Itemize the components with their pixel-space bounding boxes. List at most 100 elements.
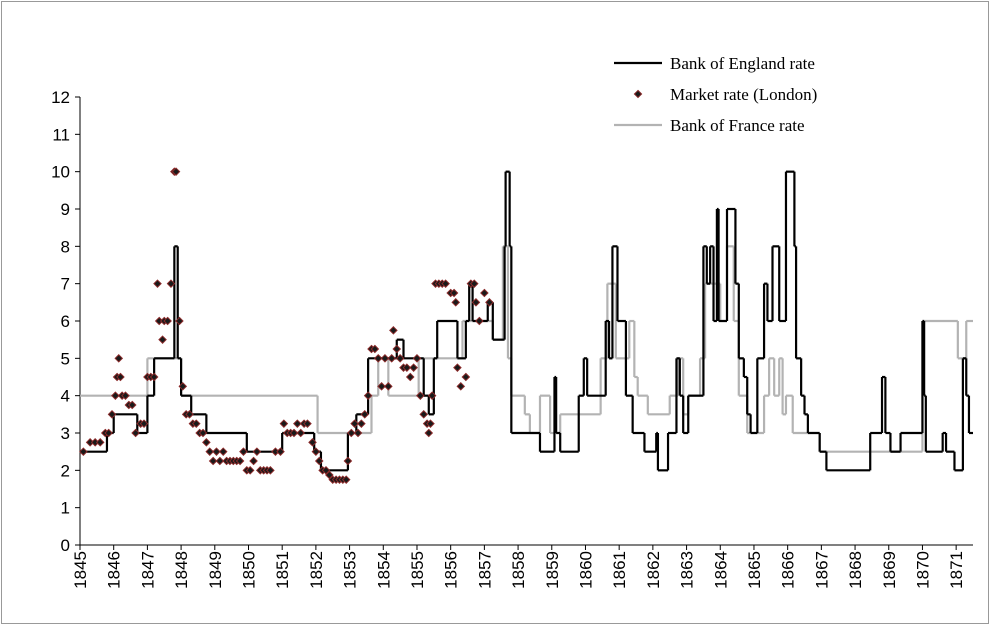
x-tick-label: 1868 xyxy=(846,551,865,589)
market-point xyxy=(111,391,120,400)
market-point xyxy=(131,428,140,438)
market-point xyxy=(409,363,418,372)
market-point xyxy=(325,470,334,480)
market-point xyxy=(363,391,373,400)
market-point xyxy=(303,419,312,428)
market-point xyxy=(475,316,484,326)
market-point xyxy=(208,456,218,466)
market-point xyxy=(149,372,159,382)
market-point xyxy=(314,456,324,466)
y-tick-label: 9 xyxy=(61,200,70,219)
market-point xyxy=(215,456,225,466)
y-tick-label: 4 xyxy=(61,387,70,406)
x-tick-label: 1871 xyxy=(947,551,966,589)
y-tick-label: 2 xyxy=(61,461,70,480)
legend-label: Bank of France rate xyxy=(670,116,805,135)
market-point xyxy=(178,382,188,391)
market-point xyxy=(107,410,117,419)
market-point xyxy=(239,447,248,456)
x-tick-label: 1861 xyxy=(610,551,629,589)
market-point xyxy=(202,438,211,447)
market-point xyxy=(289,428,299,438)
market-point xyxy=(205,447,215,456)
y-tick-label: 6 xyxy=(61,312,70,331)
x-tick-label: 1864 xyxy=(711,551,730,589)
y-tick-label: 5 xyxy=(61,349,70,368)
x-tick-label: 1854 xyxy=(374,551,393,589)
x-tick-label: 1856 xyxy=(442,551,461,589)
x-tick-label: 1852 xyxy=(307,551,326,589)
market-point xyxy=(392,344,402,354)
legend-label: Market rate (London) xyxy=(670,85,817,104)
x-tick-label: 1847 xyxy=(138,551,157,589)
market-point xyxy=(198,428,208,438)
x-tick-label: 1863 xyxy=(678,551,697,589)
market-point xyxy=(235,456,245,466)
market-point xyxy=(218,447,228,456)
market-point xyxy=(389,326,398,335)
x-tick-label: 1846 xyxy=(105,551,124,589)
market-point xyxy=(127,400,137,410)
y-tick-label: 12 xyxy=(51,88,70,107)
x-tick-label: 1857 xyxy=(475,551,494,589)
market-point xyxy=(171,167,181,176)
market-point xyxy=(245,466,255,475)
x-tick-label: 1845 xyxy=(71,551,90,589)
market-point xyxy=(153,279,162,288)
legend-swatch xyxy=(633,89,643,99)
market-point xyxy=(116,372,125,382)
market-point xyxy=(449,288,459,298)
market-point xyxy=(163,316,172,326)
market-point xyxy=(212,447,221,456)
market-point xyxy=(266,466,275,475)
x-tick-label: 1848 xyxy=(172,551,191,589)
x-tick-label: 1860 xyxy=(576,551,595,589)
y-tick-label: 3 xyxy=(61,424,70,443)
market-point xyxy=(360,410,370,419)
legend-label: Bank of England rate xyxy=(670,54,815,73)
market-point xyxy=(276,447,285,456)
x-tick-label: 1869 xyxy=(880,551,899,589)
market-point xyxy=(380,354,390,363)
x-tick-label: 1851 xyxy=(273,551,292,589)
y-tick-label: 8 xyxy=(61,237,70,256)
market-point xyxy=(451,298,461,307)
market-point xyxy=(321,466,331,475)
market-point xyxy=(419,410,429,419)
market-point xyxy=(175,316,184,326)
market-point xyxy=(373,354,383,363)
y-tick-label: 1 xyxy=(61,499,70,518)
y-tick-label: 0 xyxy=(61,536,70,555)
x-tick-label: 1862 xyxy=(644,551,663,589)
y-tick-label: 11 xyxy=(52,125,70,144)
market-point xyxy=(185,410,194,419)
market-point xyxy=(377,382,386,391)
market-point xyxy=(293,419,302,428)
market-point xyxy=(114,354,124,363)
x-tick-label: 1867 xyxy=(812,551,831,589)
market-point xyxy=(139,419,149,428)
market-point xyxy=(384,382,393,391)
market-point xyxy=(353,428,363,438)
market-point xyxy=(453,363,462,372)
market-point xyxy=(387,354,397,363)
market-point xyxy=(480,288,489,298)
market-point xyxy=(456,382,466,391)
x-tick-label: 1859 xyxy=(543,551,562,589)
market-point xyxy=(402,363,412,372)
market-point xyxy=(461,372,471,382)
x-tick-label: 1870 xyxy=(913,551,932,589)
market-point xyxy=(441,279,450,288)
market-point xyxy=(95,438,105,447)
market-point xyxy=(416,391,425,400)
x-tick-label: 1858 xyxy=(509,551,528,589)
x-tick-label: 1865 xyxy=(745,551,764,589)
market-point xyxy=(308,438,317,447)
x-tick-label: 1866 xyxy=(779,551,798,589)
market-point xyxy=(412,354,422,363)
y-tick-label: 7 xyxy=(61,275,70,294)
x-tick-label: 1850 xyxy=(239,551,258,589)
market-point xyxy=(79,447,88,456)
market-point xyxy=(296,428,306,438)
market-point xyxy=(104,428,113,438)
